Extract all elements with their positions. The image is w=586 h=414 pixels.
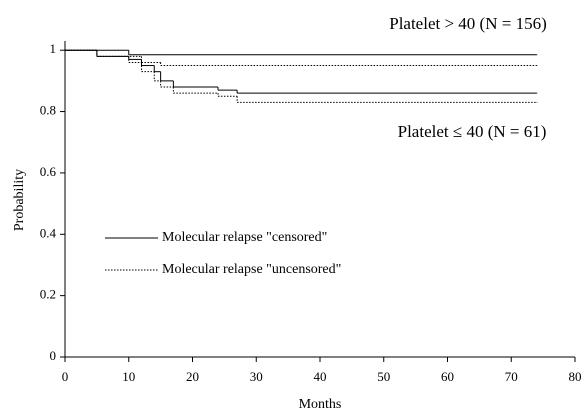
legend-label: Molecular relapse "censored" (162, 230, 327, 245)
y-tick-label: 1 (50, 41, 57, 56)
y-tick-label: 0.6 (40, 164, 57, 179)
group-label: Platelet ≤ 40 (N = 61) (398, 122, 547, 141)
x-tick-label: 80 (569, 369, 582, 384)
legend-label: Molecular relapse "uncensored" (162, 262, 341, 277)
x-tick-label: 70 (505, 369, 518, 384)
y-tick-label: 0.8 (40, 103, 56, 118)
y-tick-label: 0.4 (40, 225, 57, 240)
group-label: Platelet > 40 (N = 156) (389, 14, 547, 33)
x-tick-label: 50 (377, 369, 390, 384)
x-tick-label: 60 (441, 369, 454, 384)
y-tick-label: 0.2 (40, 287, 56, 302)
x-tick-label: 40 (314, 369, 327, 384)
x-tick-label: 30 (250, 369, 263, 384)
x-tick-label: 0 (62, 369, 69, 384)
x-axis-label: Months (299, 397, 342, 412)
y-tick-label: 0 (50, 348, 57, 363)
y-axis-label: Probability (12, 169, 27, 231)
x-tick-label: 20 (186, 369, 199, 384)
x-tick-label: 10 (122, 369, 135, 384)
